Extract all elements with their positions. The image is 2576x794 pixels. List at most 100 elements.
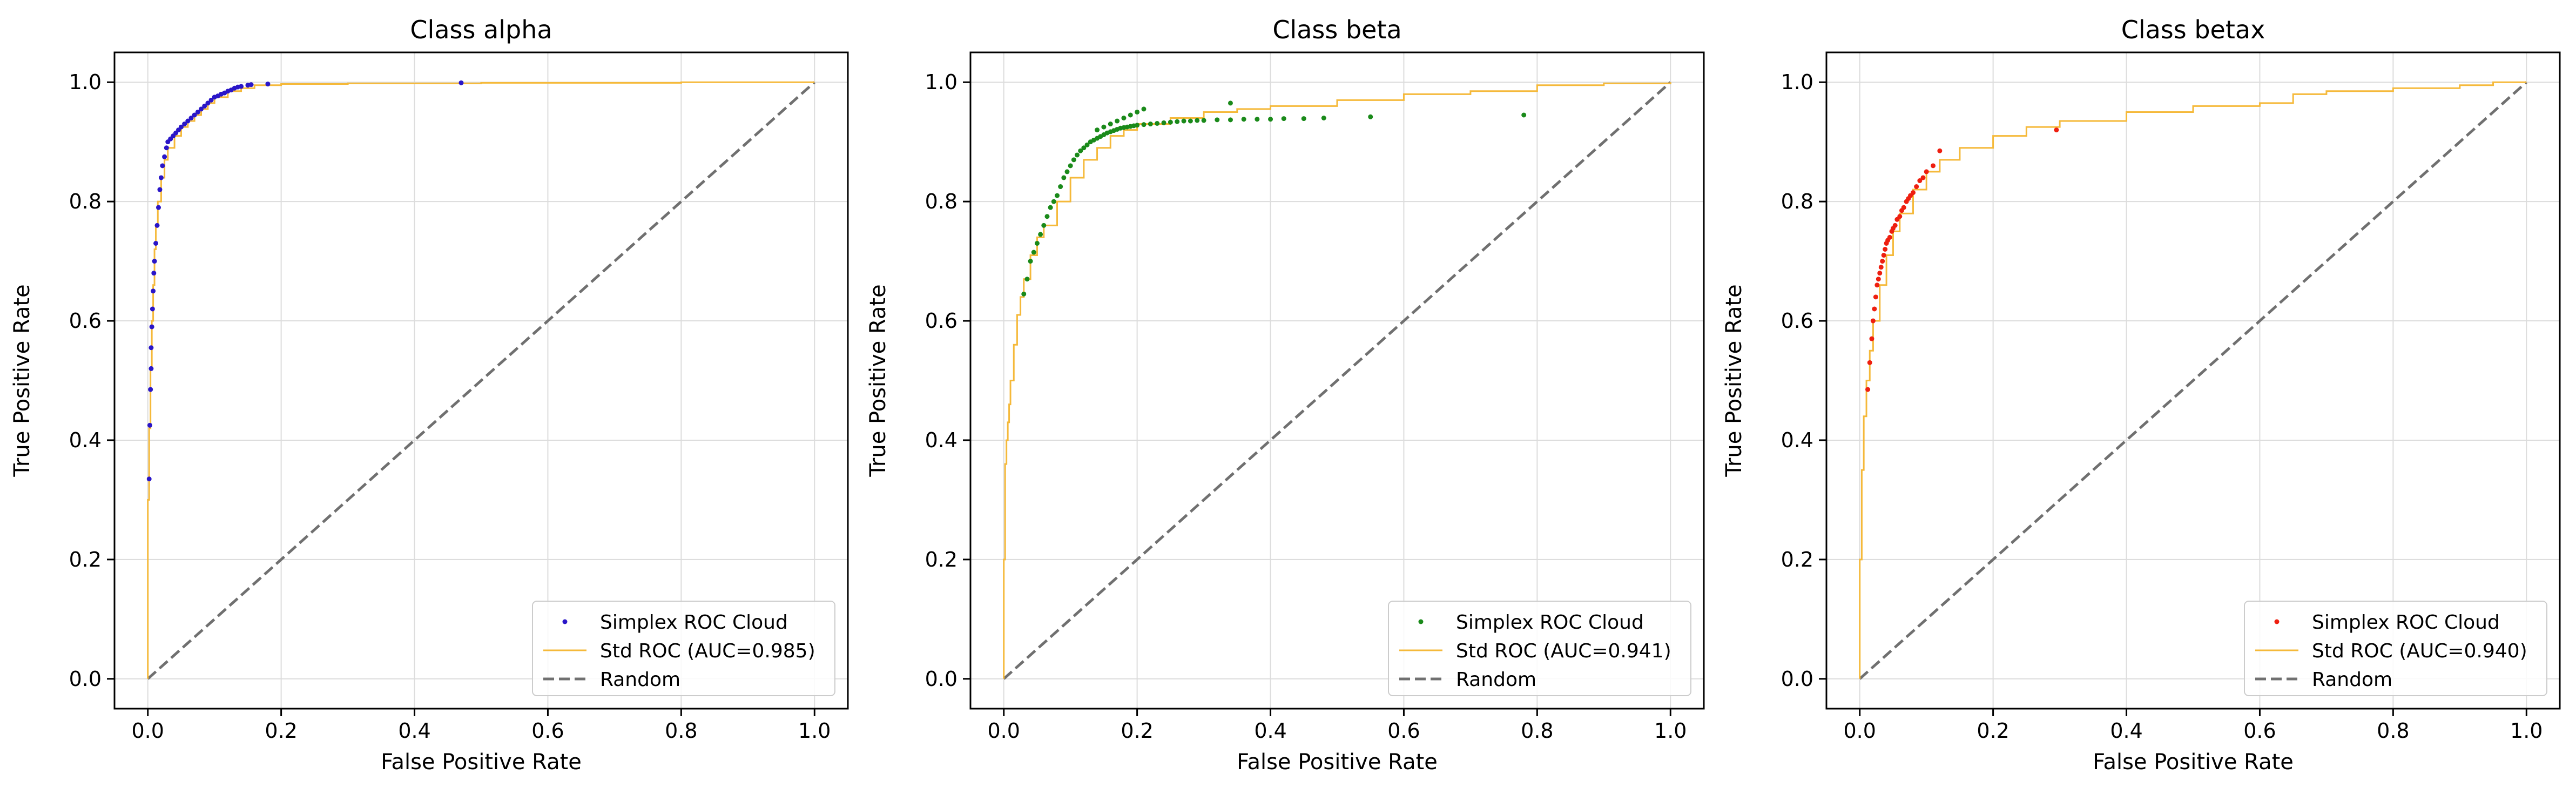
roc-panel-2: 0.0 0.2 0.4 0.6 0.8 1.0 0.0 0.2 0.4 0.6 0.8 1.0 Clas… (866, 15, 1705, 775)
cloud-point (1108, 122, 1113, 127)
cloud-point (153, 240, 159, 246)
x-axis-label: False Positive Rate (381, 750, 582, 775)
x-tick-label: 1.0 (2510, 719, 2543, 743)
cloud-point (1141, 106, 1147, 112)
cloud-point (1128, 112, 1133, 118)
y-tick-label: 0.2 (1781, 548, 1813, 571)
x-tick-label: 0.8 (2377, 719, 2409, 743)
cloud-point (1880, 259, 1885, 264)
x-tick-label: 0.6 (1387, 719, 1420, 743)
cloud-point (1051, 199, 1056, 204)
cloud-point (1048, 205, 1053, 210)
cloud-point (1521, 112, 1527, 118)
cloud-point (1877, 271, 1883, 276)
x-tick-label: 1.0 (1654, 719, 1687, 743)
cloud-point (1881, 253, 1886, 258)
cloud-point (208, 97, 214, 103)
cloud-point (182, 122, 187, 127)
cloud-point (1883, 247, 1888, 252)
cloud-point (1901, 205, 1906, 210)
plot-frame (1825, 51, 2561, 710)
legend-marker-cloud (2274, 619, 2280, 624)
cloud-point (1068, 163, 1073, 169)
y-tick-label: 0.4 (1781, 428, 1813, 452)
cloud-point (1175, 119, 1180, 124)
legend-label: Simplex ROC Cloud (600, 611, 788, 634)
y-tick-label: 0.2 (69, 548, 102, 571)
cloud-point (1084, 142, 1090, 147)
legend-box (2244, 601, 2547, 696)
y-tick-label: 0.6 (925, 309, 957, 333)
cloud-point (202, 103, 207, 109)
cloud-point (1024, 277, 1030, 282)
x-tick-label: 0.6 (2243, 719, 2276, 743)
cloud-point (195, 109, 200, 115)
cloud-point (1255, 117, 1260, 122)
cloud-point (158, 175, 164, 180)
legend-box (532, 601, 835, 696)
cloud-point (1228, 117, 1233, 123)
cloud-point (1897, 214, 1903, 219)
legend-marker-cloud (562, 619, 568, 624)
cloud-point (1028, 259, 1033, 264)
cloud-point (1301, 116, 1306, 122)
cloud-point (1914, 184, 1919, 190)
legend: Simplex ROC Cloud Std ROC (AUC=0.941) Rand… (1388, 601, 1691, 696)
roc-panel-1: 0.0 0.2 0.4 0.6 0.8 1.0 0.0 0.2 0.4 0.6 0.8 1.0 Clas… (10, 15, 849, 775)
cloud-point (1038, 232, 1043, 237)
y-tick-label: 0.4 (925, 428, 957, 452)
legend-label: Simplex ROC Cloud (2312, 611, 2500, 634)
x-tick-label: 0.8 (665, 719, 697, 743)
cloud-point (1937, 148, 1943, 153)
cloud-point (1188, 118, 1193, 124)
cloud-point (1031, 250, 1036, 255)
cloud-point (1887, 234, 1892, 240)
cloud-point (1917, 178, 1923, 183)
cloud-point (1115, 118, 1120, 124)
cloud-point (1321, 116, 1326, 120)
cloud-point (1061, 175, 1067, 180)
y-tick-label: 0.6 (1781, 309, 1813, 333)
cloud-point (1071, 157, 1076, 163)
x-tick-label: 0.6 (531, 719, 564, 743)
cloud-point (1874, 282, 1880, 288)
y-tick-label: 1.0 (1781, 70, 1813, 94)
x-axis-label: False Positive Rate (1237, 750, 1438, 775)
cloud-point (146, 476, 152, 482)
std-roc-line (1003, 82, 1671, 679)
cloud-point (1201, 118, 1206, 123)
roc-panel-3: 0.0 0.2 0.4 0.6 0.8 1.0 0.0 0.2 0.4 0.6 0.8 1.0 Clas… (1722, 15, 2561, 775)
cloud-point (248, 82, 254, 88)
cloud-point (1368, 114, 1373, 119)
cloud-point (1135, 123, 1140, 128)
legend-label: Std ROC (AUC=0.940) (2312, 640, 2527, 662)
cloud-point (147, 422, 152, 428)
cloud-point (1281, 116, 1286, 122)
cloud-point (1931, 163, 1936, 169)
cloud-point (1054, 193, 1060, 198)
cloud-point (1873, 294, 1878, 300)
cloud-point (178, 124, 184, 130)
x-tick-label: 0.0 (132, 719, 164, 743)
legend-label: Simplex ROC Cloud (1456, 611, 1644, 634)
random-line (147, 81, 815, 680)
random-line (1003, 81, 1671, 680)
legend-label: Random (2312, 669, 2392, 691)
cloud-point (1867, 360, 1872, 365)
cloud-point (1141, 122, 1147, 127)
cloud-point (1924, 169, 1929, 174)
cloud-point (1161, 120, 1166, 125)
cloud-point (458, 80, 464, 85)
x-tick-label: 0.4 (2110, 719, 2142, 743)
y-tick-label: 0.0 (1781, 667, 1813, 691)
cloud-point (1869, 336, 1874, 341)
cloud-point (1241, 117, 1246, 122)
cloud-point (265, 82, 271, 87)
cloud-point (154, 223, 160, 228)
cloud-point (162, 154, 167, 159)
x-tick-label: 1.0 (798, 719, 831, 743)
cloud-point (1181, 118, 1186, 124)
x-tick-label: 0.8 (1521, 719, 1553, 743)
legend-label: Std ROC (AUC=0.941) (1456, 640, 1671, 662)
cloud-point (1878, 265, 1884, 270)
